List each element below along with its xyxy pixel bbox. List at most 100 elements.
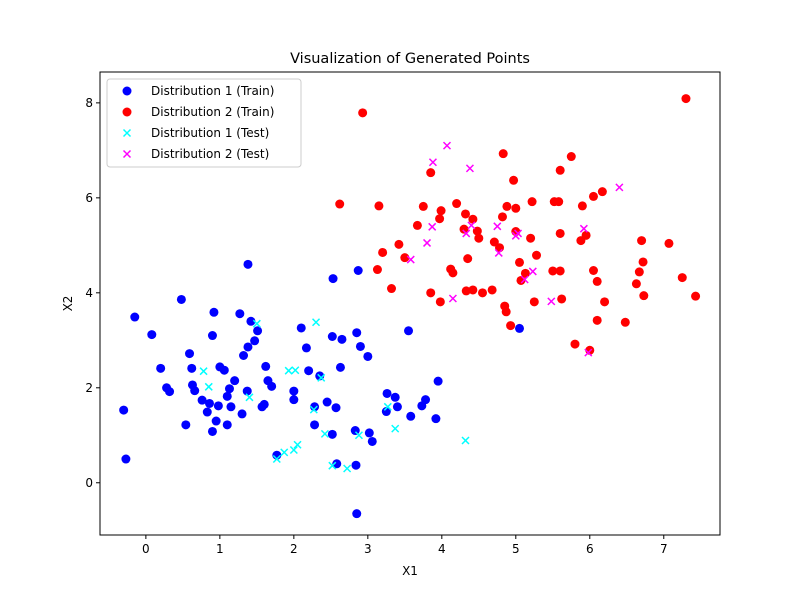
data-point-cross	[383, 402, 392, 411]
data-point	[577, 201, 587, 211]
data-point	[253, 326, 263, 336]
data-point	[267, 381, 277, 391]
data-point	[463, 254, 473, 264]
legend-marker	[122, 128, 132, 138]
x-tick-label: 6	[586, 542, 594, 556]
data-point-cross	[320, 429, 329, 438]
data-point-cross	[448, 294, 457, 303]
data-point	[555, 165, 565, 175]
data-point	[498, 149, 508, 159]
y-tick-label: 8	[85, 96, 93, 110]
data-point-cross	[462, 229, 471, 238]
data-point	[250, 336, 260, 346]
data-point	[526, 233, 536, 243]
data-point	[187, 363, 197, 373]
data-point	[121, 454, 131, 464]
data-point-cross	[293, 440, 302, 449]
data-point	[681, 94, 691, 104]
x-tick-label: 0	[142, 542, 150, 556]
data-point	[511, 203, 521, 213]
data-point	[239, 350, 249, 360]
data-point	[119, 405, 129, 415]
data-point	[460, 209, 470, 219]
data-point	[352, 328, 362, 338]
data-point	[156, 363, 166, 373]
data-point	[554, 197, 564, 207]
data-point	[222, 391, 232, 401]
data-point	[600, 297, 610, 307]
data-point	[213, 401, 223, 411]
data-point	[452, 199, 462, 209]
legend-marker	[122, 86, 132, 96]
data-point	[431, 414, 441, 424]
data-point	[502, 201, 512, 211]
data-point	[631, 279, 641, 289]
data-point	[412, 220, 422, 230]
data-point-cross	[428, 222, 437, 231]
data-point	[327, 429, 337, 439]
data-point	[351, 460, 361, 470]
data-point	[557, 294, 567, 304]
x-tick-label: 5	[512, 542, 520, 556]
data-point	[459, 224, 469, 234]
series-3	[199, 318, 470, 473]
data-point	[364, 428, 374, 438]
legend-items: Distribution 1 (Train) Distribution 2 (Tr…	[122, 84, 274, 161]
series-4	[406, 141, 624, 357]
data-point-cross	[428, 158, 437, 167]
data-point	[237, 409, 247, 419]
data-point-cross	[280, 448, 289, 457]
data-point-cross	[467, 221, 476, 230]
data-point	[426, 288, 436, 298]
data-point	[474, 233, 484, 243]
data-point-cross	[245, 393, 254, 402]
data-point	[509, 175, 519, 185]
data-point	[638, 257, 648, 267]
data-point	[332, 459, 342, 469]
data-point	[331, 403, 341, 413]
data-point	[176, 294, 186, 304]
data-point	[181, 420, 191, 430]
data-point	[363, 351, 373, 361]
data-point	[289, 395, 299, 405]
data-point-cross	[328, 461, 337, 470]
x-tick-label: 1	[216, 542, 224, 556]
y-tick-label: 0	[85, 476, 93, 490]
data-point	[204, 398, 214, 408]
data-point-cross	[391, 424, 400, 433]
data-point	[352, 509, 362, 519]
data-point-cross	[343, 464, 352, 473]
data-point	[448, 268, 458, 278]
data-point	[588, 265, 598, 275]
data-point	[243, 342, 253, 352]
data-point	[335, 362, 345, 372]
data-point	[328, 274, 338, 284]
y-axis-label: X2	[61, 296, 75, 312]
data-point	[639, 291, 649, 301]
data-point-cross	[547, 297, 556, 306]
data-point	[436, 206, 446, 216]
data-point	[581, 230, 591, 240]
data-point	[527, 197, 537, 207]
data-point	[529, 297, 539, 307]
data-point	[532, 250, 542, 260]
data-point	[374, 201, 384, 211]
data-point	[566, 152, 576, 162]
data-point-cross	[442, 141, 452, 150]
data-point	[335, 199, 345, 209]
data-point	[472, 226, 482, 236]
data-point	[372, 265, 382, 275]
data-point	[147, 330, 157, 340]
data-point-cross	[513, 229, 523, 238]
data-point	[404, 326, 414, 336]
legend-item: Distribution 2 (Test)	[122, 147, 269, 161]
legend-label: Distribution 1 (Train)	[151, 84, 274, 98]
data-point	[426, 168, 436, 178]
data-point	[367, 436, 377, 446]
data-point	[355, 341, 365, 351]
data-point	[620, 317, 630, 327]
data-point-cross	[520, 275, 529, 284]
data-point-cross	[309, 405, 318, 414]
data-point	[394, 239, 404, 249]
data-point	[219, 365, 229, 375]
